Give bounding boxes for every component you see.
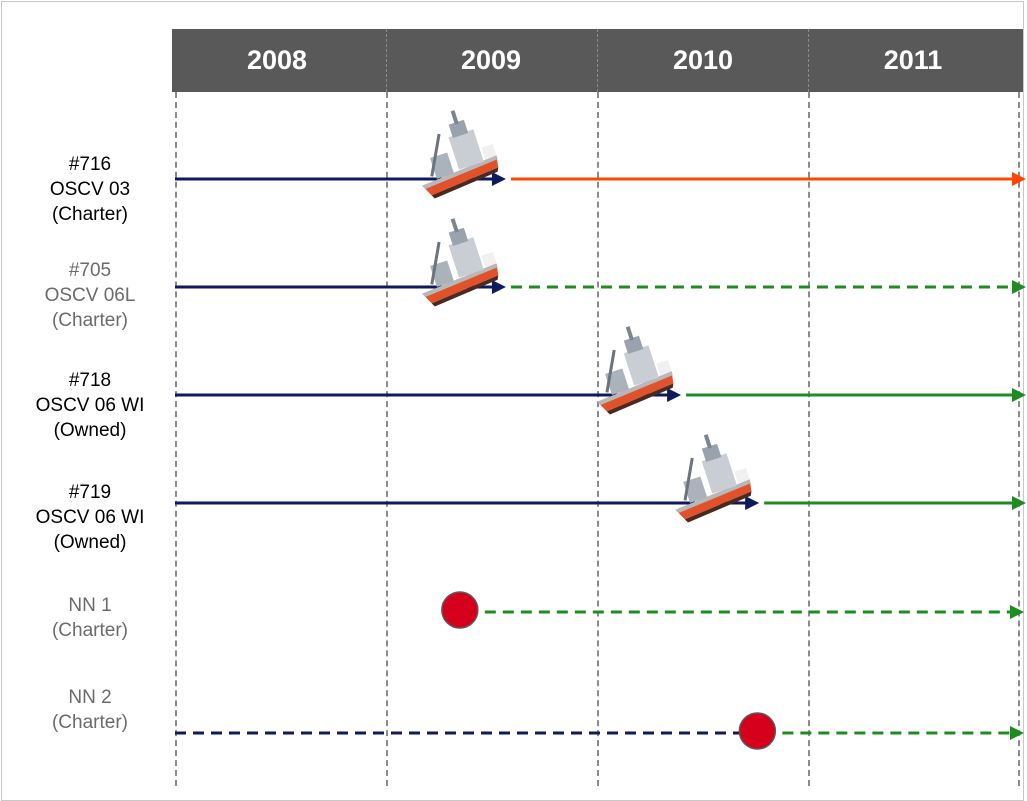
header-separator — [808, 29, 809, 92]
vessel-label-718: #718 OSCV 06 WI (Owned) — [0, 368, 180, 443]
pre-delivery-arrowhead — [491, 280, 506, 294]
year-gridline — [808, 92, 810, 786]
pre-delivery-arrowhead — [667, 388, 682, 402]
post-delivery-arrowhead — [1010, 605, 1024, 619]
header-separator — [386, 29, 387, 92]
vessel-label-nn2: NN 2 (Charter) — [0, 685, 180, 735]
year-header-2008: 2008 — [246, 45, 308, 75]
vessel-status: (Charter) — [51, 712, 128, 733]
pre-delivery-arrowhead — [745, 496, 760, 510]
year-gridline — [1018, 92, 1020, 786]
vessel-number: #705 — [68, 260, 112, 281]
milestone-dot — [441, 591, 479, 629]
vessel-status: (Owned) — [53, 420, 127, 441]
year-gridline — [597, 92, 599, 786]
vessel-number: NN 2 — [68, 687, 112, 708]
pre-delivery-arrowhead — [491, 172, 506, 186]
vessel-status: (Owned) — [53, 532, 127, 553]
post-delivery-arrowhead — [1012, 496, 1026, 510]
vessel-number: #718 — [68, 370, 112, 391]
milestone-dot — [738, 712, 777, 750]
post-delivery-arrowhead — [1012, 172, 1026, 186]
vessel-number: #719 — [68, 482, 112, 503]
vessel-number: NN 1 — [68, 595, 112, 616]
vessel-label-716: #716 OSCV 03 (Charter) — [0, 152, 180, 227]
vessel-label-719: #719 OSCV 06 WI (Owned) — [0, 480, 180, 555]
ship-icon — [675, 434, 752, 523]
vessel-label-705: #705 OSCV 06L (Charter) — [0, 258, 180, 333]
ship-icon — [597, 326, 674, 415]
vessel-type: OSCV 06L — [44, 285, 136, 306]
vessel-status: (Charter) — [51, 204, 128, 225]
vessel-type: OSCV 06 WI — [35, 507, 145, 528]
post-delivery-arrowhead — [1012, 388, 1026, 402]
year-gridline — [175, 92, 177, 786]
ship-icon — [422, 218, 499, 307]
ship-icon — [422, 110, 499, 199]
vessel-label-nn1: NN 1 (Charter) — [0, 593, 180, 643]
year-gridline — [386, 92, 388, 786]
vessel-type: OSCV 03 — [49, 179, 131, 200]
vessel-number: #716 — [68, 154, 112, 175]
year-header-2010: 2010 — [672, 45, 734, 75]
post-delivery-arrowhead — [1010, 726, 1024, 740]
header-separator — [597, 29, 598, 92]
vessel-status: (Charter) — [51, 310, 128, 331]
year-header-2011: 2011 — [883, 45, 943, 75]
year-header-2009: 2009 — [460, 45, 522, 75]
vessel-type: OSCV 06 WI — [35, 395, 145, 416]
post-delivery-arrowhead — [1012, 280, 1026, 294]
vessel-status: (Charter) — [51, 620, 128, 641]
